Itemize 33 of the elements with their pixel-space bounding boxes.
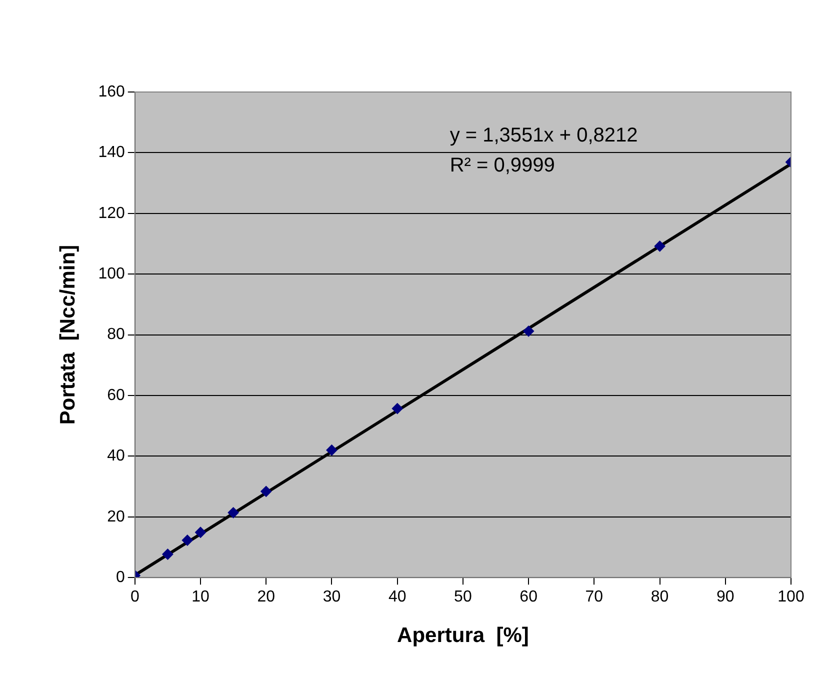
point — [392, 403, 403, 414]
x-tick-label: 40 — [388, 588, 406, 606]
x-tick-label: 100 — [778, 588, 804, 606]
y-tick-label: 120 — [98, 204, 125, 222]
x-tick-label: 60 — [520, 588, 538, 606]
y-tick-label: 100 — [98, 266, 125, 283]
x-tick-label: 80 — [650, 588, 669, 606]
x-tick-label: 20 — [257, 588, 276, 606]
point — [654, 240, 666, 252]
x-tick-label: 0 — [130, 588, 140, 606]
annotation: y = 1,3551x + 0,8212 — [450, 124, 638, 147]
y-tick-label: 60 — [107, 386, 125, 404]
point — [523, 326, 534, 337]
x-tick-label: 50 — [454, 588, 472, 606]
x-tick-label: 70 — [585, 588, 604, 606]
x-tick-label: 10 — [192, 588, 210, 606]
point — [326, 444, 338, 456]
y-tick-label: 40 — [107, 448, 125, 465]
annotation: R² = 0,9999 — [450, 154, 555, 177]
point — [182, 534, 193, 546]
x-tick-label: 90 — [716, 588, 734, 606]
x-tick-label: 30 — [322, 588, 341, 606]
point — [162, 548, 174, 560]
y-tick-label: 140 — [98, 144, 125, 162]
y-tick-label: 160 — [98, 83, 125, 100]
point — [228, 507, 239, 518]
point — [195, 526, 206, 538]
y-tick-label: 20 — [107, 508, 125, 526]
point — [260, 486, 272, 497]
y-axis-title: Portata [Ncc/min] — [56, 244, 80, 425]
y-tick-label: 0 — [116, 569, 125, 586]
x-axis-title: Apertura [%] — [397, 624, 529, 648]
y-tick-label: 80 — [107, 326, 125, 344]
